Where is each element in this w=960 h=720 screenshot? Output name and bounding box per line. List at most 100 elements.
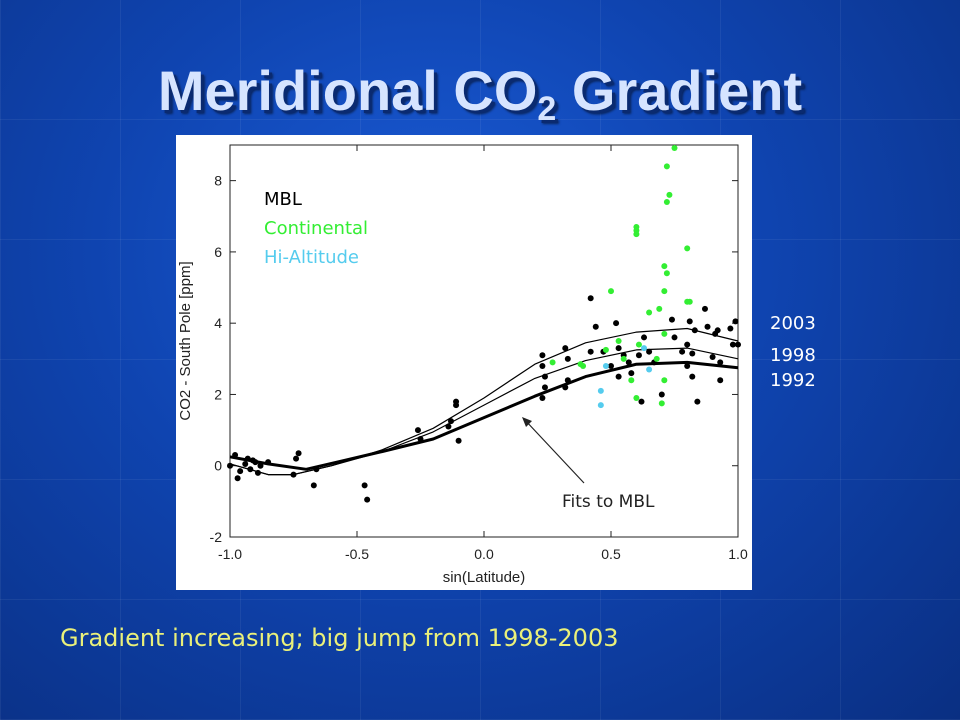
- point-mbl: [729, 341, 736, 348]
- point-mbl: [445, 423, 452, 430]
- fit-line-1992: [229, 360, 739, 471]
- plot-frame: [229, 144, 739, 538]
- point-mbl: [252, 459, 259, 466]
- point-mbl: [615, 345, 622, 352]
- point-continental: [663, 163, 670, 170]
- point-continental: [661, 330, 668, 337]
- point-mbl: [684, 341, 691, 348]
- point-mbl: [414, 427, 421, 434]
- point-mbl: [562, 345, 569, 352]
- point-mbl: [254, 469, 261, 476]
- point-mbl: [732, 318, 739, 325]
- point-mbl: [417, 436, 424, 442]
- annotation-arrowhead: [522, 417, 532, 427]
- y-tick-label: 0: [214, 458, 222, 474]
- point-mbl: [290, 471, 297, 478]
- point-mbl: [364, 496, 371, 503]
- point-mbl: [237, 468, 244, 475]
- point-mbl: [293, 455, 300, 462]
- year-label-2003: 2003: [770, 313, 816, 334]
- point-mbl: [717, 377, 724, 384]
- point-continental: [646, 309, 653, 316]
- chart-panel: -1.0 -0.5 0.0 0.5 1.0 -2 0 2 4 6 8 MBL Continental…: [176, 135, 752, 590]
- point-mbl: [539, 395, 546, 402]
- slide-title: Meridional CO2 Gradient: [0, 58, 960, 129]
- point-continental: [663, 270, 670, 277]
- year-label-1992: 1992: [770, 370, 816, 391]
- point-hi-altitude: [597, 387, 604, 394]
- point-mbl: [628, 370, 635, 377]
- point-mbl: [668, 316, 675, 323]
- x-tick-label: 0.5: [601, 546, 621, 562]
- point-mbl: [310, 482, 317, 489]
- point-continental: [633, 395, 640, 402]
- point-mbl: [564, 377, 571, 384]
- x-tick-label: -1.0: [218, 546, 242, 562]
- point-mbl: [564, 355, 571, 362]
- point-mbl: [587, 348, 594, 355]
- point-continental: [602, 346, 609, 353]
- point-mbl: [587, 295, 594, 302]
- point-mbl: [709, 354, 716, 361]
- point-continental: [686, 298, 693, 305]
- fit-line-1998: [229, 347, 739, 476]
- point-hi-altitude: [641, 345, 648, 352]
- point-continental: [608, 288, 614, 295]
- point-continental: [633, 231, 640, 238]
- point-continental: [684, 245, 691, 252]
- point-mbl: [265, 459, 272, 466]
- point-mbl: [635, 352, 642, 359]
- year-label-1998: 1998: [770, 345, 816, 366]
- point-mbl: [234, 475, 241, 482]
- point-mbl: [562, 384, 569, 391]
- legend-entry-hi-altitude: Hi-Altitude: [264, 247, 359, 268]
- x-tick-label: 0.0: [474, 546, 494, 562]
- point-continental: [671, 145, 678, 151]
- y-tick-label: 2: [214, 386, 222, 402]
- point-mbl: [641, 334, 648, 341]
- legend: MBL Continental Hi-Altitude: [264, 189, 368, 268]
- point-mbl: [684, 362, 691, 369]
- point-mbl: [689, 350, 696, 357]
- point-mbl: [608, 362, 614, 369]
- point-continental: [663, 199, 670, 206]
- point-mbl: [247, 466, 254, 473]
- title-main: Meridional CO: [157, 59, 538, 122]
- point-continental: [658, 400, 665, 407]
- point-mbl: [701, 305, 708, 312]
- y-axis-title: CO2 - South Pole [ppm]: [177, 261, 194, 420]
- point-mbl: [658, 391, 665, 398]
- point-hi-altitude: [646, 366, 653, 373]
- point-continental: [580, 362, 587, 369]
- x-axis-title: sin(Latitude): [443, 569, 526, 586]
- point-hi-altitude: [597, 402, 604, 409]
- point-mbl: [447, 418, 454, 425]
- title-tail: Gradient: [556, 59, 803, 122]
- point-hi-altitude: [602, 362, 609, 369]
- annotation-fits-to-mbl: Fits to MBL: [562, 492, 655, 512]
- point-continental: [635, 341, 642, 348]
- point-mbl: [541, 384, 548, 391]
- point-mbl: [539, 362, 546, 369]
- point-mbl: [686, 318, 693, 325]
- legend-entry-mbl: MBL: [264, 189, 302, 210]
- point-mbl: [625, 359, 632, 366]
- y-tick-label: 6: [214, 244, 222, 260]
- point-mbl: [455, 437, 462, 444]
- y-tick-label: 4: [214, 315, 222, 331]
- legend-entry-continental: Continental: [264, 218, 368, 239]
- annotation-arrow-shaft: [523, 418, 585, 484]
- point-mbl: [646, 348, 653, 355]
- points-layer: [227, 145, 741, 503]
- point-mbl: [615, 373, 622, 380]
- point-mbl: [244, 455, 251, 462]
- title-subscript: 2: [537, 90, 557, 128]
- point-continental: [656, 305, 663, 312]
- point-continental: [653, 355, 660, 362]
- point-mbl: [232, 452, 239, 459]
- point-mbl: [691, 327, 698, 334]
- point-mbl: [613, 320, 620, 327]
- point-mbl: [704, 323, 711, 330]
- point-mbl: [257, 462, 264, 469]
- point-mbl: [735, 341, 741, 348]
